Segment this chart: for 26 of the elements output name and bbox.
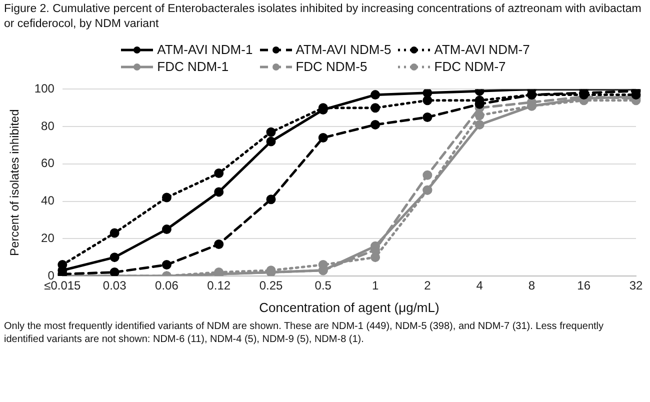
x-tick-label: 0.12 bbox=[207, 278, 231, 293]
y-axis-title: Percent of isolates inhibited bbox=[8, 109, 22, 256]
x-axis-title: Concentration of agent (μg/mL) bbox=[259, 300, 440, 315]
y-tick-label: 100 bbox=[34, 82, 55, 96]
legend-label: ATM-AVI NDM-7 bbox=[434, 42, 530, 57]
legend-label: ATM-AVI NDM-5 bbox=[296, 42, 392, 57]
y-tick-label: 80 bbox=[41, 118, 55, 133]
x-tick-label: 0.5 bbox=[314, 278, 332, 293]
legend-label: FDC NDM-5 bbox=[296, 59, 368, 74]
x-tick-label: 0.03 bbox=[102, 278, 127, 293]
x-tick-label: 8 bbox=[528, 278, 536, 293]
x-tick-label: 16 bbox=[577, 278, 591, 293]
x-tick-label: 0.25 bbox=[259, 278, 283, 293]
x-tick-label: 32 bbox=[629, 278, 643, 293]
legend-label: FDC NDM-1 bbox=[157, 59, 229, 74]
y-tick-label: 60 bbox=[41, 156, 55, 170]
x-tick-label: 2 bbox=[424, 278, 432, 293]
x-tick-label: 1 bbox=[372, 278, 379, 293]
text: Only the most frequently identified variants of NDM are shown. These are NDM-1 (449), NDM-5 (398), and NDM-7 (31). Less frequently identified variants are not shown: NDM-6 (11), NDM-4 (5), NDM-9 (5), NDM-8 (1). bbox=[3, 320, 605, 346]
legend-label: ATM-AVI NDM-1 bbox=[157, 42, 253, 57]
chart-title: Figure 2. Cumulative percent of Enterobacterales isolates inhibited by increasing concentrations of aztreonam with avibactam or cefiderocol, by NDM variant bbox=[3, 2, 642, 32]
x-tick-label: 4 bbox=[476, 278, 484, 293]
legend-label: FDC NDM-7 bbox=[434, 59, 506, 74]
y-tick-label: 20 bbox=[41, 230, 55, 245]
y-tick-label: 40 bbox=[41, 194, 55, 208]
x-tick-label: 0.06 bbox=[155, 278, 179, 293]
